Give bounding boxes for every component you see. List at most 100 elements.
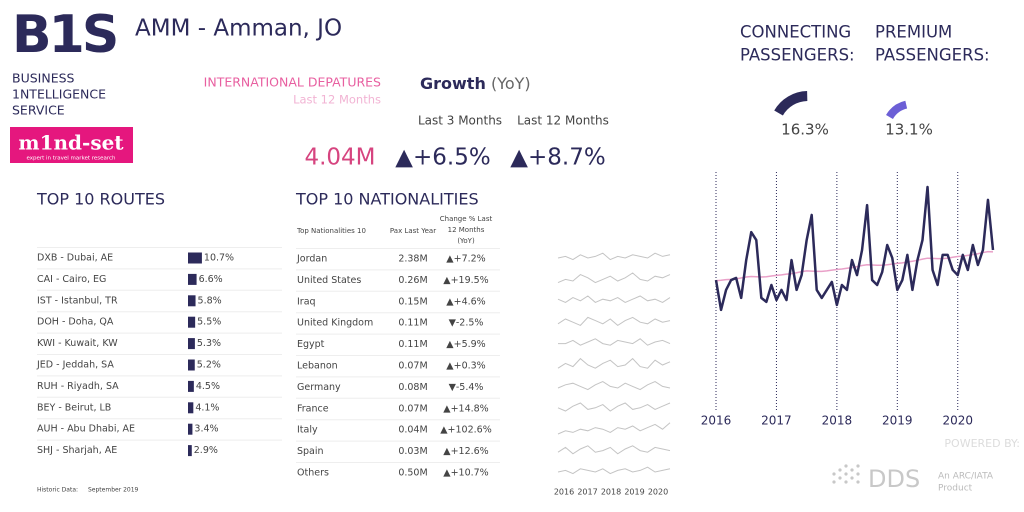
kpi-total: 4.04M	[304, 145, 375, 171]
growth-word: Growth	[420, 74, 486, 93]
nationality-name: Spain	[297, 446, 324, 457]
partner-logo	[10, 127, 133, 163]
nationality-name: Italy	[297, 425, 318, 436]
route-name: RUH - Riyadh, SA	[37, 381, 119, 392]
nationality-pax: 0.08M	[398, 382, 427, 393]
nationality-change: ▲+12.6%	[443, 446, 488, 457]
sparkline	[557, 252, 671, 261]
nationality-change: ▲+4.6%	[446, 296, 485, 307]
historic-label: Historic Data:	[37, 487, 78, 494]
growth-title: Growth (YoY)	[420, 74, 531, 93]
route-share: 2.9%	[194, 445, 218, 456]
route-name: DXB - Dubai, AE	[37, 253, 113, 264]
nationality-pax: 0.26M	[398, 275, 427, 286]
route-share: 3.4%	[194, 424, 218, 435]
gauge-arc	[886, 100, 908, 120]
sparkline-axis-label: 2020	[648, 488, 668, 497]
nationality-change: ▼-2.5%	[449, 318, 484, 329]
nationality-change: ▼-5.4%	[449, 382, 484, 393]
sparkline	[557, 422, 671, 435]
column-header: Top Nationalities 10	[296, 227, 366, 235]
route-share: 5.3%	[197, 338, 221, 349]
column-header: Change % Last	[440, 215, 493, 223]
nationality-name: Germany	[297, 382, 341, 393]
nationality-change: ▲+10.7%	[443, 468, 488, 479]
nationality-change: ▲+0.3%	[446, 361, 485, 372]
nationality-name: Lebanon	[297, 361, 338, 372]
sparkline	[557, 381, 671, 391]
route-name: KWI - Kuwait, KW	[37, 338, 118, 349]
route-bar	[188, 423, 193, 435]
x-tick-label: 2020	[942, 414, 973, 428]
route-bar	[188, 338, 195, 350]
sparkline-axis-label: 2018	[601, 488, 621, 497]
route-name: SHJ - Sharjah, AE	[37, 445, 117, 456]
route-share: 6.6%	[199, 274, 223, 285]
route-bar	[188, 273, 197, 285]
partner-name: m1nd-set	[18, 131, 124, 155]
kpi-metric: INTERNATIONAL DEPATURES	[204, 75, 381, 90]
logo-line: 1NTELLIGENCE	[12, 87, 106, 102]
column-header: 12 Months	[448, 226, 485, 234]
nationality-pax: 0.11M	[398, 339, 427, 350]
nationality-name: Jordan	[296, 254, 327, 265]
route-name: JED - Jeddah, SA	[36, 360, 114, 371]
route-name: AUH - Abu Dhabi, AE	[37, 424, 135, 435]
nationality-name: Egypt	[297, 339, 325, 350]
route-share: 5.8%	[198, 295, 222, 306]
nationality-pax: 0.03M	[398, 446, 427, 457]
nationality-name: Others	[297, 468, 329, 479]
sparkline	[557, 316, 671, 327]
sparkline	[557, 357, 671, 369]
column-header: Pax Last Year	[390, 227, 436, 235]
nationality-name: United States	[297, 275, 361, 286]
kpi-col: Last 3 Months	[418, 114, 502, 128]
nationality-change: ▲+14.8%	[443, 403, 488, 414]
series-line	[714, 185, 995, 312]
kpi-col: Last 12 Months	[517, 114, 609, 128]
x-tick-label: 2017	[761, 414, 792, 428]
x-tick-label: 2016	[701, 414, 732, 428]
nationality-pax: 0.07M	[398, 361, 427, 372]
dds-tagline: Product	[938, 484, 973, 494]
route-share: 10.7%	[204, 253, 234, 264]
route-bar	[188, 359, 195, 371]
route-bar	[188, 316, 196, 328]
logo-line: BUSINESS	[12, 71, 75, 86]
route-share: 5.5%	[197, 317, 221, 328]
nationality-pax: 0.15M	[398, 296, 427, 307]
gauge-label: PREMIUM	[875, 23, 952, 42]
sparkline	[557, 445, 671, 455]
dds-brand: DDS	[868, 465, 920, 493]
nationality-name: Iraq	[297, 296, 316, 307]
nationality-name: United Kingdom	[297, 318, 373, 329]
kpi-growth: ▲+8.7%	[510, 145, 605, 171]
sparkline	[557, 402, 671, 412]
route-name: IST - Istanbul, TR	[37, 295, 118, 306]
sparkline	[557, 295, 671, 303]
nationality-pax: 0.04M	[398, 425, 427, 436]
x-tick-label: 2018	[822, 414, 853, 428]
route-name: DOH - Doha, QA	[37, 317, 114, 328]
dds-tagline: An ARC/IATA	[938, 472, 994, 482]
route-share: 5.2%	[197, 360, 221, 371]
nationality-pax: 0.07M	[398, 403, 427, 414]
route-name: CAI - Cairo, EG	[37, 274, 106, 285]
powered-by: POWERED BY:	[944, 437, 1020, 450]
kpi-growth: ▲+6.5%	[395, 145, 490, 171]
growth-suffix: (YoY)	[491, 74, 531, 93]
section-title: TOP 10 ROUTES	[36, 190, 165, 209]
sparkline	[557, 466, 671, 475]
route-bar	[188, 445, 192, 457]
nationality-change: ▲+102.6%	[440, 425, 492, 436]
nationality-change: ▲+5.9%	[446, 339, 485, 350]
x-tick-label: 2019	[882, 414, 913, 428]
historic-date: September 2019	[88, 487, 139, 494]
sparkline	[557, 272, 671, 284]
nationality-pax: 0.11M	[398, 318, 427, 329]
gauge-value: 13.1%	[885, 121, 933, 139]
sparkline-axis-label: 2019	[624, 488, 644, 497]
logo: B1S	[12, 5, 116, 65]
sparkline-axis-label: 2016	[554, 488, 574, 497]
kpi-period: Last 12 Months	[293, 93, 381, 107]
